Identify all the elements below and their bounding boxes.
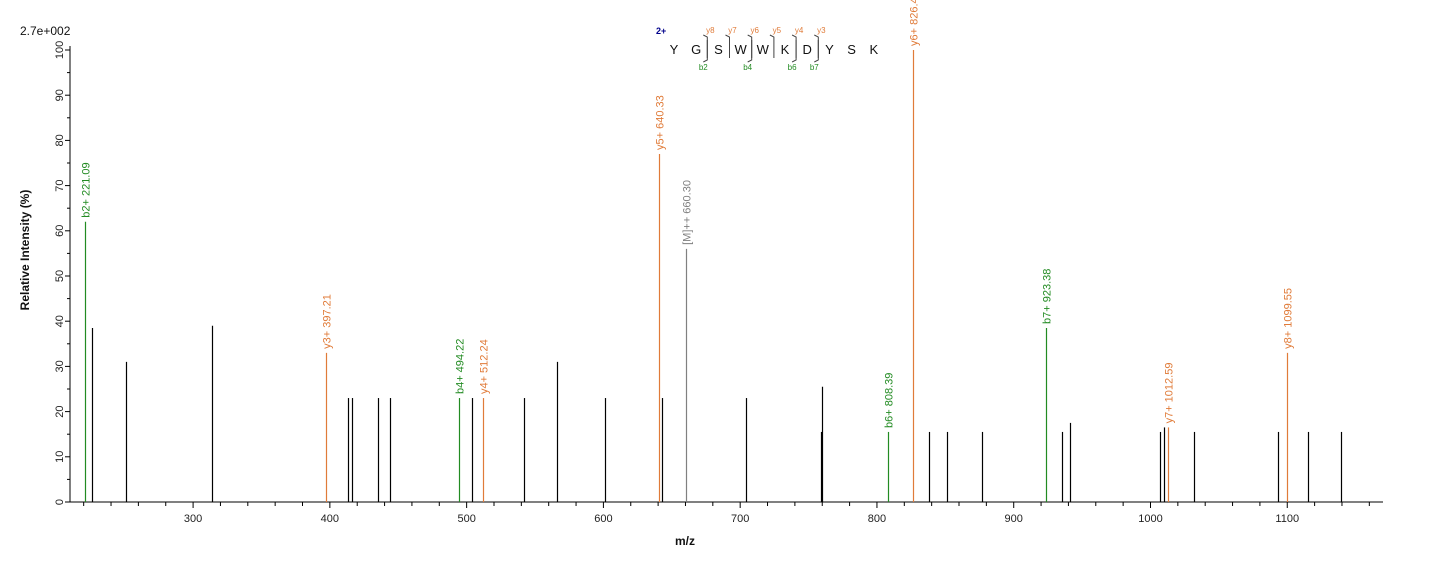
y-fragment-tag: y3 — [817, 26, 826, 35]
x-tick-label: 300 — [184, 513, 202, 525]
b-fragment-tag: b7 — [810, 63, 819, 72]
peak-label: y6+ 826.40 — [909, 0, 921, 46]
sequence-residue: S — [847, 42, 856, 57]
y-cleavage-mark — [725, 34, 730, 58]
b-cleavage-mark — [747, 40, 753, 63]
sequence-residue: K — [781, 42, 790, 57]
y-tick-label: 60 — [54, 225, 66, 237]
sequence-residue: Y — [825, 42, 834, 57]
y-fragment-tag: y4 — [795, 26, 804, 35]
b-fragment-tag: b2 — [699, 63, 708, 72]
peak-label: b7+ 923.38 — [1042, 269, 1054, 324]
y-fragment-tag: y7 — [728, 26, 737, 35]
sequence-residue: Y — [670, 42, 679, 57]
b-cleavage-mark — [814, 40, 819, 63]
x-tick-label: 1000 — [1138, 513, 1162, 525]
y-cleavage-mark — [747, 34, 753, 58]
sequence-residue: K — [869, 42, 878, 57]
y-tick-label: 100 — [54, 41, 66, 59]
b-fragment-tag: b6 — [788, 63, 797, 72]
y-fragment-tag: y5 — [773, 26, 782, 35]
x-tick-label: 600 — [594, 513, 612, 525]
b-cleavage-mark — [791, 40, 797, 63]
y-fragment-tag: y8 — [706, 26, 715, 35]
peaks: b2+ 221.09 y3+ 397.21 b4+ 494.22 y4+ 512.24… — [81, 0, 1343, 502]
y-tick-label: 90 — [54, 89, 66, 101]
peak-label: [M]++ 660.30 — [682, 180, 694, 245]
y-cleavage-mark — [791, 34, 797, 58]
peak-label: b4+ 494.22 — [455, 339, 467, 394]
y-tick-label: 0 — [54, 499, 66, 505]
y-cleavage-mark — [703, 34, 708, 58]
peak-label: y7+ 1012.59 — [1164, 363, 1176, 424]
peak-label: b2+ 221.09 — [81, 162, 93, 217]
y-tick-label: 40 — [54, 315, 66, 327]
peak-label: y5+ 640.33 — [655, 95, 667, 150]
sequence-residue: W — [734, 42, 747, 57]
y-cleavage-mark — [814, 34, 819, 58]
y-tick-label: 80 — [54, 134, 66, 146]
y-fragment-tag: y6 — [750, 26, 759, 35]
charge-state-label: 2+ — [656, 26, 666, 36]
y-tick-label: 20 — [54, 405, 66, 417]
sequence-residue: G — [691, 42, 701, 57]
y-tick-label: 70 — [54, 179, 66, 191]
peak-label: y3+ 397.21 — [322, 294, 334, 349]
y-tick-label: 50 — [54, 270, 66, 282]
b-cleavage-mark — [703, 40, 708, 63]
axes: 0 10 20 30 40 50 60 70 80 90 100 300 400 500 600 700 800… — [54, 41, 1383, 525]
y-tick-label: 30 — [54, 360, 66, 372]
sequence-residue: W — [757, 42, 770, 57]
x-tick-label: 500 — [457, 513, 475, 525]
sequence-residue: S — [714, 42, 723, 57]
b-fragment-tag: b4 — [743, 63, 752, 72]
peak-label: y4+ 512.24 — [479, 339, 491, 394]
peak-label: y8+ 1099.55 — [1283, 288, 1295, 349]
x-tick-label: 800 — [868, 513, 886, 525]
peak-label: b6+ 808.39 — [884, 373, 896, 428]
y-axis-title: Relative Intensity (%) — [18, 190, 32, 311]
y-tick-label: 10 — [54, 451, 66, 463]
y-cleavage-mark — [769, 34, 775, 58]
x-tick-label: 1100 — [1275, 513, 1299, 525]
x-tick-label: 900 — [1005, 513, 1023, 525]
x-tick-label: 700 — [731, 513, 749, 525]
x-tick-label: 400 — [321, 513, 339, 525]
sequence-residue: D — [803, 42, 812, 57]
x-axis-title: m/z — [675, 534, 695, 548]
intensity-scale-label: 2.7e+002 — [20, 24, 71, 38]
